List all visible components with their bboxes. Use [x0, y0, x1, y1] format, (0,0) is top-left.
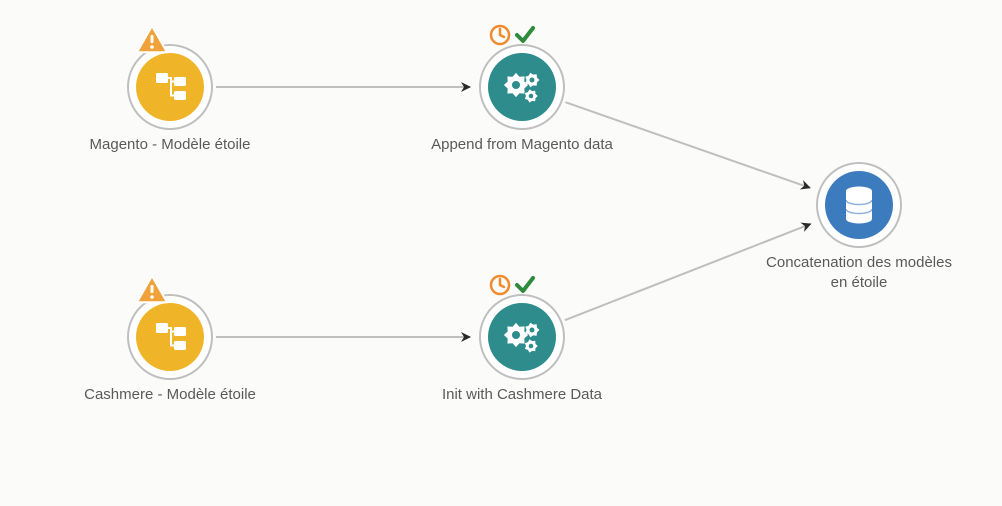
- check-icon: [517, 28, 533, 41]
- node-magento[interactable]: [128, 26, 212, 129]
- node-init[interactable]: [480, 276, 564, 379]
- node-concat[interactable]: [817, 163, 901, 247]
- node-label-magento: Magento - Modèle étoile: [50, 135, 290, 155]
- node-label-cashmere: Cashmere - Modèle étoile: [50, 385, 290, 405]
- node-cashmere[interactable]: [128, 276, 212, 379]
- node-label-init: Init with Cashmere Data: [392, 385, 652, 405]
- database-icon: [846, 187, 872, 224]
- node-label-append: Append from Magento data: [392, 135, 652, 155]
- node-label-concat: Concatenation des modèles en étoile: [749, 253, 969, 294]
- node-append[interactable]: [480, 26, 564, 129]
- check-icon: [517, 278, 533, 291]
